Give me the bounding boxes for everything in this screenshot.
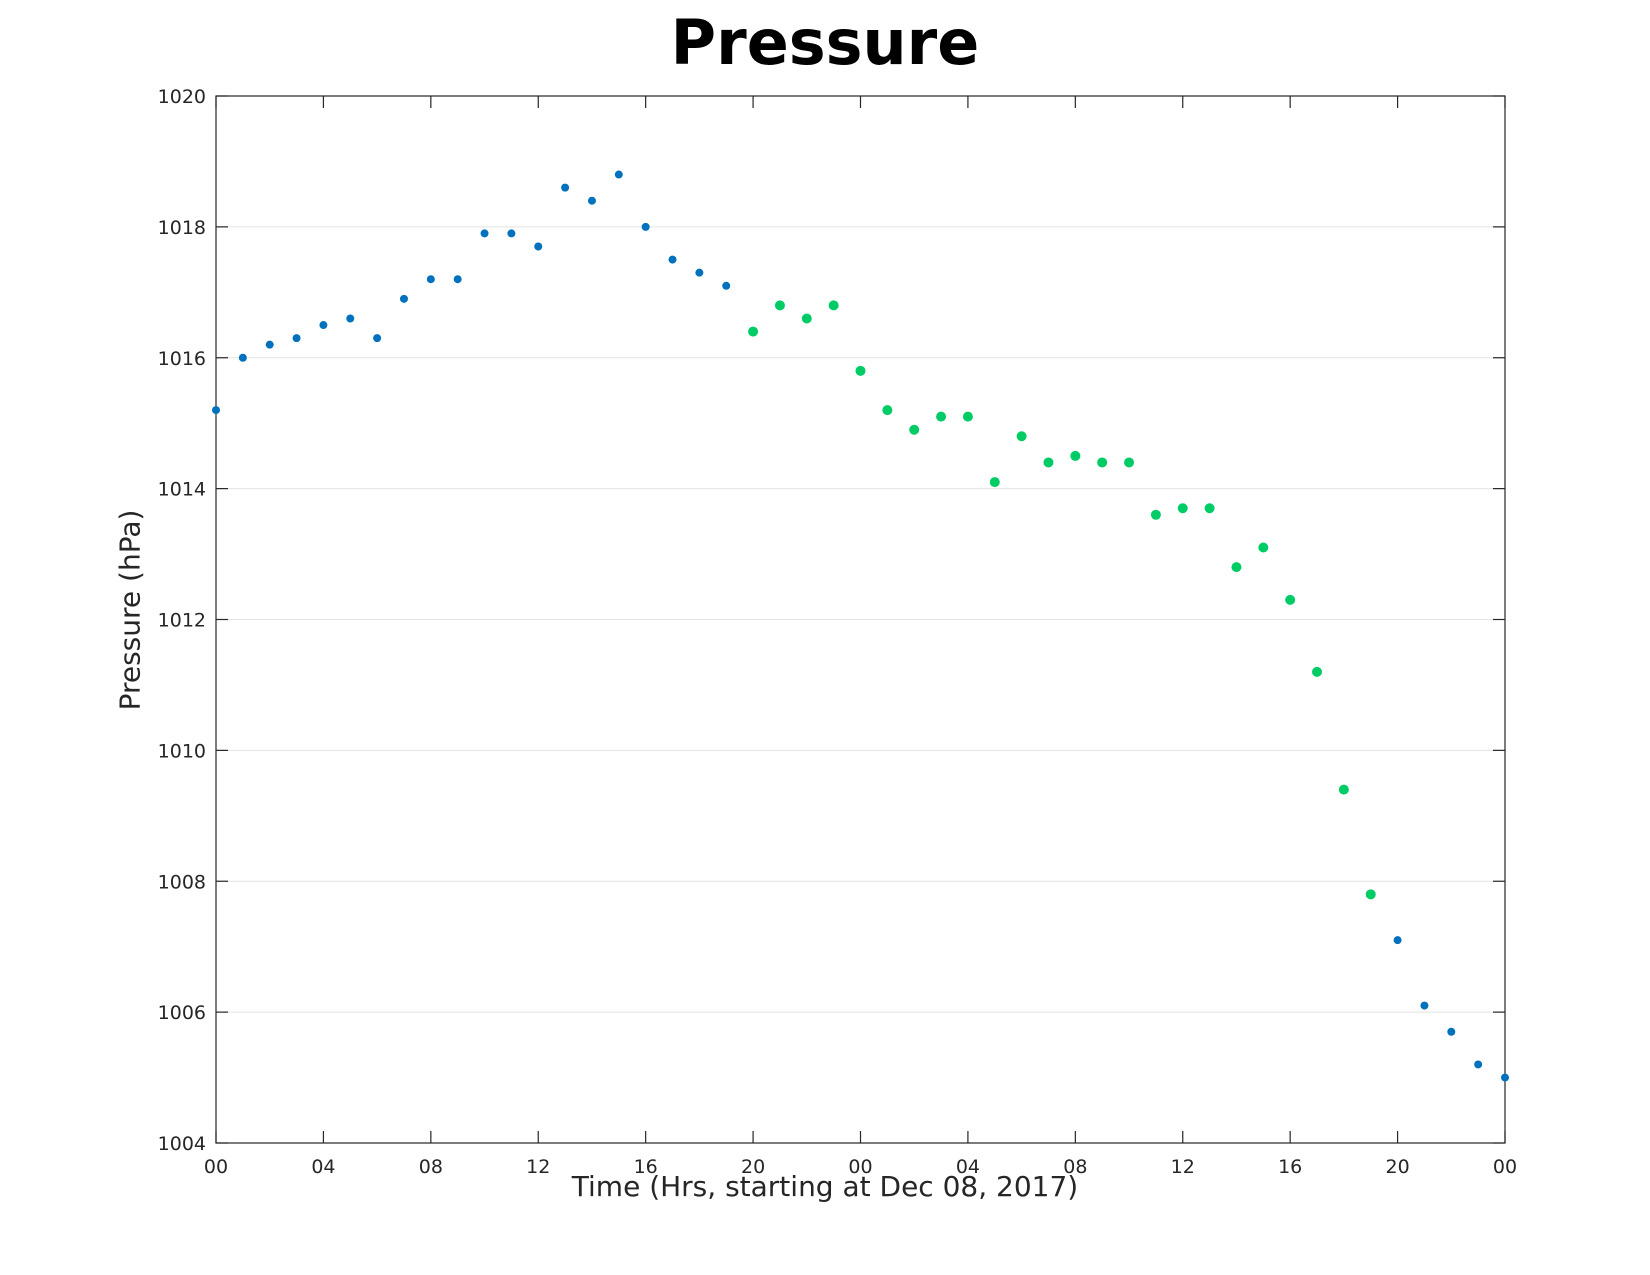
- data-point: [265, 340, 274, 349]
- data-point: [319, 321, 328, 330]
- data-point: [212, 406, 220, 415]
- data-point: [722, 281, 731, 290]
- data-point: [1150, 509, 1161, 520]
- data-point: [399, 294, 408, 303]
- x-tick-label: 00: [1493, 1156, 1517, 1178]
- x-tick-label: 08: [1063, 1156, 1087, 1178]
- data-point: [1447, 1027, 1456, 1036]
- data-point: [1070, 450, 1081, 461]
- data-point: [238, 353, 247, 362]
- y-tick-label: 1014: [158, 479, 206, 501]
- data-point: [774, 300, 785, 311]
- y-tick-label: 1010: [158, 740, 206, 762]
- data-point: [346, 314, 355, 323]
- data-points: [212, 170, 1509, 1082]
- data-point: [561, 183, 570, 192]
- data-point: [1365, 889, 1376, 900]
- data-point: [801, 313, 812, 324]
- x-tick-label: 16: [1278, 1156, 1302, 1178]
- data-point: [641, 222, 650, 231]
- data-point: [695, 268, 704, 277]
- data-point: [855, 365, 866, 376]
- y-tick-label: 1004: [158, 1133, 206, 1155]
- y-tick-label: 1016: [158, 348, 206, 370]
- y-tick-label: 1012: [158, 610, 206, 632]
- chart-title: Pressure: [670, 6, 980, 79]
- data-point: [668, 255, 677, 264]
- x-tick-label: 08: [419, 1156, 443, 1178]
- x-tick-label: 12: [1171, 1156, 1195, 1178]
- y-tick-label: 1006: [158, 1002, 206, 1024]
- data-point: [480, 229, 489, 238]
- data-point: [1312, 666, 1323, 677]
- data-point: [534, 242, 543, 251]
- data-point: [1097, 457, 1108, 468]
- data-point: [426, 275, 435, 284]
- data-point: [1474, 1060, 1483, 1069]
- data-point: [1124, 457, 1135, 468]
- data-point: [1231, 562, 1242, 573]
- data-point: [1501, 1073, 1509, 1082]
- data-point: [507, 229, 516, 238]
- y-tick-label: 1018: [158, 217, 206, 239]
- grid-lines: [216, 226, 1505, 1013]
- x-tick-label: 00: [204, 1156, 228, 1178]
- data-point: [1285, 594, 1296, 605]
- x-tick-label: 16: [634, 1156, 658, 1178]
- data-point: [1043, 457, 1054, 468]
- data-point: [587, 196, 596, 205]
- y-tick-label: 1008: [158, 871, 206, 893]
- data-point: [989, 477, 1000, 488]
- x-tick-label: 12: [526, 1156, 550, 1178]
- data-point: [453, 275, 462, 284]
- x-tick-label: 04: [311, 1156, 335, 1178]
- data-point: [1258, 542, 1269, 553]
- x-tick-label: 20: [741, 1156, 765, 1178]
- data-point: [1393, 936, 1402, 945]
- y-axis-label: Pressure (hPa): [113, 509, 147, 711]
- x-tick-label: 00: [848, 1156, 872, 1178]
- data-point: [909, 424, 920, 435]
- data-point: [1420, 1001, 1429, 1010]
- data-point: [882, 405, 893, 416]
- data-point: [1016, 431, 1027, 442]
- data-point: [936, 411, 947, 422]
- data-point: [614, 170, 623, 179]
- data-point: [748, 326, 759, 337]
- data-point: [1338, 784, 1349, 795]
- data-point: [373, 334, 382, 343]
- y-tick-label: 1020: [158, 86, 206, 108]
- axes: 1004 1006 1008 1010 1012 1014 1016 1018 1020 00 04…: [158, 86, 1517, 1178]
- data-point: [828, 300, 839, 311]
- x-tick-label: 20: [1385, 1156, 1409, 1178]
- data-point: [962, 411, 973, 422]
- data-point: [1204, 503, 1215, 514]
- data-point: [1177, 503, 1188, 514]
- data-point: [292, 334, 301, 343]
- x-tick-label: 04: [956, 1156, 980, 1178]
- x-axis-label: Time (Hrs, starting at Dec 08, 2017): [571, 1170, 1079, 1203]
